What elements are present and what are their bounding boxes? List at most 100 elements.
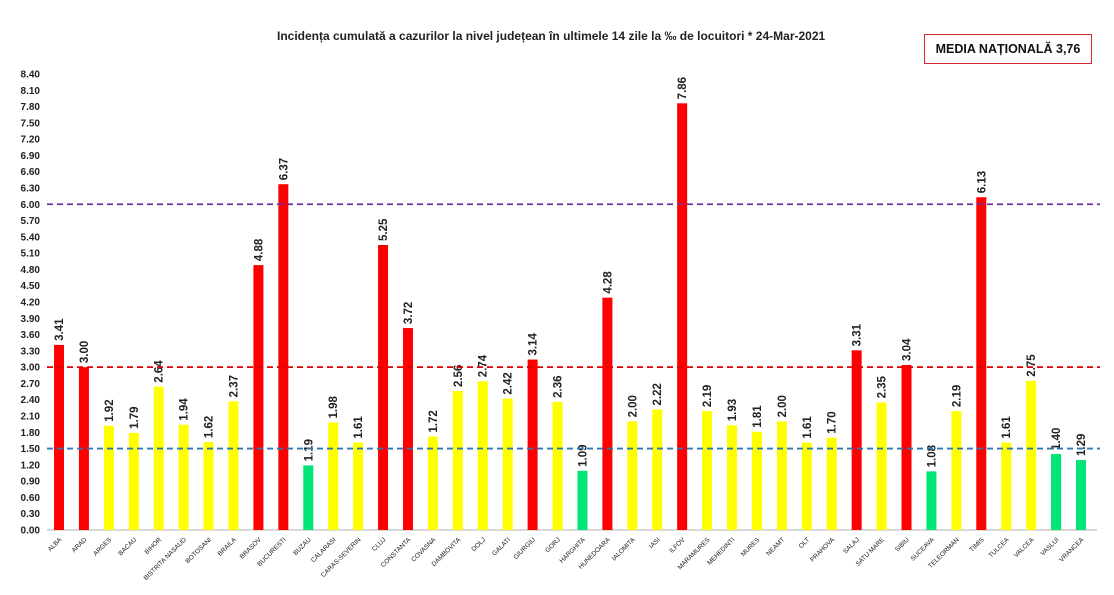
y-tick-label: 0.60 bbox=[21, 493, 41, 504]
y-tick-label: 3.60 bbox=[21, 330, 41, 341]
bar bbox=[876, 402, 887, 530]
data-label: 2.00 bbox=[627, 395, 639, 417]
data-label: 4.28 bbox=[602, 271, 614, 294]
y-tick-label: 3.30 bbox=[21, 346, 41, 357]
data-label: 1.70 bbox=[827, 411, 839, 433]
bar bbox=[353, 442, 364, 530]
bar bbox=[1026, 380, 1037, 530]
bar bbox=[751, 431, 762, 530]
data-label: 2.56 bbox=[453, 365, 465, 387]
data-label: 1.40 bbox=[1051, 428, 1063, 450]
data-label: 1.92 bbox=[104, 399, 116, 421]
data-label: 1.93 bbox=[727, 399, 739, 421]
bar bbox=[727, 425, 738, 530]
x-tick-label: TULCEA bbox=[988, 536, 1012, 560]
bar bbox=[103, 425, 114, 530]
data-label: 2.22 bbox=[652, 383, 664, 405]
y-tick-label: 5.70 bbox=[21, 216, 41, 227]
x-tick-label: ARAD bbox=[71, 536, 89, 554]
data-label: 1.29 bbox=[1076, 434, 1088, 456]
bar bbox=[552, 401, 563, 530]
bar bbox=[228, 401, 239, 530]
y-tick-label: 3.00 bbox=[21, 363, 41, 374]
x-tick-label: IALOMITA bbox=[611, 536, 638, 563]
y-tick-label: 5.10 bbox=[21, 249, 41, 260]
bar bbox=[502, 398, 513, 530]
bar bbox=[901, 364, 912, 530]
y-tick-label: 2.70 bbox=[21, 379, 41, 390]
bar bbox=[253, 265, 264, 530]
y-tick-label: 2.10 bbox=[21, 412, 41, 423]
x-tick-label: CLUJ bbox=[371, 536, 387, 552]
y-tick-label: 2.40 bbox=[21, 395, 41, 406]
y-tick-label: 4.50 bbox=[21, 281, 41, 292]
x-tick-label: ALBA bbox=[47, 536, 64, 553]
x-tick-label: ARGES bbox=[92, 536, 114, 558]
y-tick-label: 7.50 bbox=[21, 118, 41, 129]
data-label: 1.61 bbox=[353, 416, 365, 439]
bar bbox=[402, 328, 413, 530]
bar bbox=[427, 436, 438, 530]
bar bbox=[776, 421, 787, 530]
bar bbox=[801, 442, 812, 530]
data-label: 3.14 bbox=[528, 333, 540, 356]
data-label: 2.19 bbox=[702, 385, 714, 407]
data-label: 4.88 bbox=[253, 238, 265, 261]
bar bbox=[1051, 454, 1062, 530]
bar bbox=[452, 391, 463, 530]
y-tick-label: 4.80 bbox=[21, 265, 41, 276]
bar bbox=[203, 442, 214, 530]
data-label: 3.00 bbox=[79, 341, 91, 363]
x-tick-label: MURES bbox=[740, 536, 762, 558]
bar bbox=[677, 103, 688, 531]
y-tick-label: 8.10 bbox=[21, 86, 41, 97]
x-tick-label: DOLJ bbox=[470, 536, 487, 553]
x-tick-label: NEAMT bbox=[765, 536, 786, 557]
y-tick-label: 6.30 bbox=[21, 184, 41, 195]
bar bbox=[976, 197, 987, 530]
y-tick-label: 0.30 bbox=[21, 509, 41, 520]
bar bbox=[652, 409, 663, 530]
x-tick-label: VASLUI bbox=[1040, 536, 1061, 557]
data-label: 5.25 bbox=[378, 218, 390, 241]
data-label: 1.62 bbox=[204, 416, 216, 438]
data-label: 1.79 bbox=[129, 406, 141, 428]
x-tick-label: PRAHOVA bbox=[809, 536, 837, 564]
bar bbox=[78, 367, 89, 530]
y-tick-label: 6.60 bbox=[21, 167, 41, 178]
y-tick-label: 1.80 bbox=[21, 428, 41, 439]
y-tick-label: 6.00 bbox=[21, 200, 41, 211]
x-tick-label: BISTRITA NASAUD bbox=[143, 536, 189, 582]
data-label: 6.13 bbox=[976, 171, 988, 193]
data-label: 3.41 bbox=[54, 318, 66, 341]
data-label: 2.00 bbox=[777, 395, 789, 417]
x-tick-label: GALATI bbox=[491, 536, 512, 557]
bar bbox=[128, 432, 139, 530]
y-tick-label: 0.90 bbox=[21, 477, 41, 488]
bar bbox=[477, 381, 488, 530]
bar bbox=[926, 471, 937, 530]
y-tick-label: 6.90 bbox=[21, 151, 41, 162]
data-label: 2.42 bbox=[503, 372, 515, 394]
bar bbox=[278, 184, 289, 530]
data-label: 2.37 bbox=[228, 375, 240, 397]
y-tick-label: 8.40 bbox=[21, 70, 41, 81]
bar bbox=[951, 411, 962, 530]
data-label: 2.35 bbox=[877, 375, 889, 398]
bar bbox=[1076, 459, 1086, 530]
x-tick-label: SIBIU bbox=[894, 536, 911, 553]
bar bbox=[602, 297, 613, 530]
national-average-box: MEDIA NAȚIONALĂ 3,76 bbox=[924, 34, 1092, 64]
x-tick-label: VALCEA bbox=[1013, 536, 1036, 559]
bar bbox=[54, 344, 64, 530]
data-label: 3.72 bbox=[403, 302, 415, 324]
x-tick-label: IASI bbox=[648, 536, 662, 550]
data-label: 1.08 bbox=[926, 444, 938, 467]
data-label: 1.19 bbox=[303, 439, 315, 461]
data-label: 6.37 bbox=[278, 158, 290, 180]
data-label: 2.75 bbox=[1026, 354, 1038, 377]
data-label: 1.72 bbox=[428, 410, 440, 432]
data-label: 3.04 bbox=[902, 338, 914, 361]
bar bbox=[303, 465, 314, 530]
